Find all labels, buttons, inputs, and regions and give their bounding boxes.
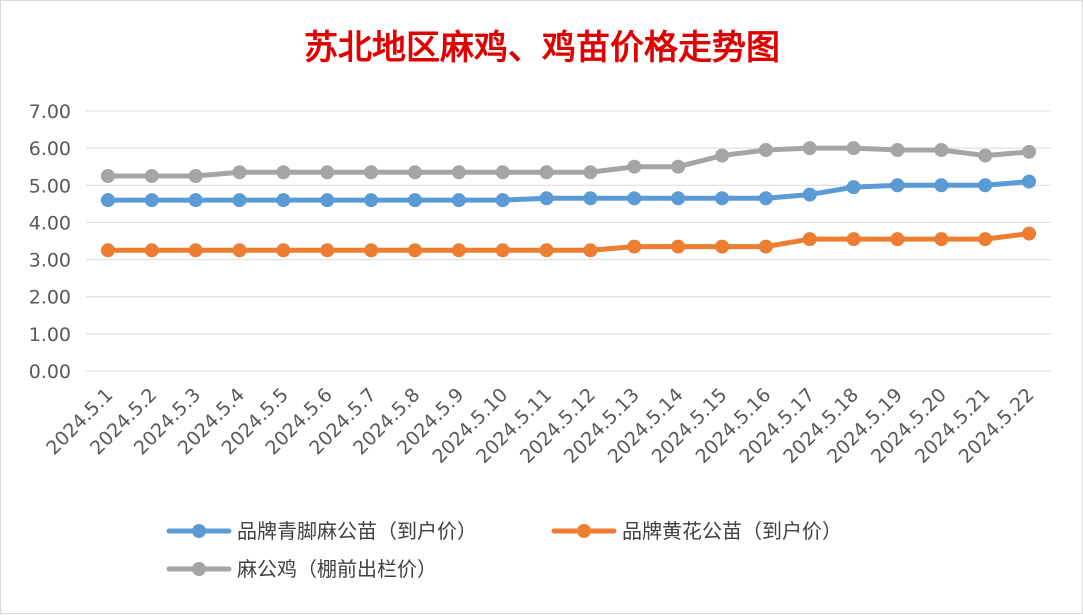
data-point: [715, 239, 730, 254]
data-point: [188, 243, 203, 258]
data-point: [364, 165, 379, 180]
data-point: [934, 178, 949, 193]
series-line: [105, 231, 1032, 253]
data-point: [846, 232, 861, 247]
y-tick-label: 5.00: [29, 175, 71, 197]
data-point: [407, 193, 422, 208]
series-3: [100, 141, 1037, 183]
series-1: [100, 174, 1037, 208]
data-point: [495, 243, 510, 258]
legend-swatch-marker: [577, 524, 591, 538]
data-point: [1022, 226, 1037, 241]
data-point: [890, 178, 905, 193]
data-point: [100, 169, 115, 183]
data-point: [451, 243, 466, 258]
y-tick-label: 6.00: [29, 138, 71, 160]
legend-label: 品牌黄花公苗（到户价）: [622, 519, 842, 543]
data-point: [539, 243, 554, 258]
data-point: [100, 243, 115, 258]
data-point: [495, 193, 510, 208]
data-point: [890, 143, 905, 157]
y-axis-ticks: 0.00 1.00 2.00 3.00 4.00 5.00 6.00 7.00: [29, 101, 71, 383]
data-point: [846, 141, 861, 156]
data-point: [144, 169, 159, 183]
data-point: [671, 159, 686, 174]
data-point: [846, 180, 861, 195]
data-point: [583, 243, 598, 258]
data-point: [978, 178, 993, 193]
data-point: [364, 193, 379, 208]
data-point: [320, 165, 335, 180]
data-point: [188, 193, 203, 208]
data-point: [276, 165, 291, 180]
data-point: [232, 243, 247, 258]
data-point: [539, 165, 554, 180]
data-point: [232, 165, 247, 180]
data-point: [671, 191, 686, 206]
legend-swatch-marker: [192, 524, 206, 538]
data-point: [407, 165, 422, 180]
legend-item: 品牌黄花公苗（到户价）: [551, 519, 842, 543]
series-lines: [100, 141, 1037, 258]
data-point: [802, 141, 817, 156]
data-point: [1022, 144, 1037, 159]
data-point: [276, 243, 291, 258]
data-point: [320, 193, 335, 208]
legend-swatch-marker: [192, 562, 206, 576]
data-point: [802, 187, 817, 202]
data-point: [407, 243, 422, 258]
data-point: [495, 165, 510, 180]
data-point: [583, 165, 598, 180]
data-point: [364, 243, 379, 258]
y-tick-label: 0.00: [29, 361, 71, 383]
data-point: [320, 243, 335, 258]
data-point: [715, 191, 730, 206]
legend-label: 麻公鸡（棚前出栏价）: [237, 557, 437, 581]
data-point: [715, 148, 730, 163]
data-point: [144, 193, 159, 208]
y-tick-label: 2.00: [29, 287, 71, 309]
series-line: [105, 179, 1032, 203]
data-point: [1022, 174, 1037, 189]
data-point: [144, 243, 159, 258]
series-line: [105, 145, 1032, 179]
data-point: [758, 239, 773, 254]
data-point: [232, 193, 247, 208]
y-tick-label: 3.00: [29, 250, 71, 272]
data-point: [627, 239, 642, 254]
data-point: [276, 193, 291, 208]
data-point: [539, 191, 554, 206]
y-tick-label: 4.00: [29, 212, 71, 234]
data-point: [934, 143, 949, 157]
data-point: [583, 191, 598, 206]
series-2: [100, 226, 1037, 258]
legend-item: 麻公鸡（棚前出栏价）: [166, 557, 437, 581]
legend-item: 品牌青脚麻公苗（到户价）: [166, 519, 477, 543]
data-point: [758, 191, 773, 206]
legend-label: 品牌青脚麻公苗（到户价）: [237, 519, 477, 543]
data-point: [627, 191, 642, 206]
data-point: [978, 148, 993, 163]
data-point: [188, 169, 203, 183]
data-point: [890, 232, 905, 247]
y-tick-label: 1.00: [29, 324, 71, 346]
data-point: [802, 232, 817, 247]
data-point: [978, 232, 993, 247]
chart-title: 苏北地区麻鸡、鸡苗价格走势图: [304, 28, 780, 68]
data-point: [100, 193, 115, 208]
data-point: [758, 143, 773, 157]
data-point: [627, 159, 642, 174]
data-point: [451, 193, 466, 208]
legend: 品牌青脚麻公苗（到户价） 品牌黄花公苗（到户价） 麻公鸡（棚前出栏价）: [166, 519, 842, 581]
y-tick-label: 7.00: [29, 101, 71, 123]
gridlines: [86, 110, 1051, 372]
data-point: [671, 239, 686, 254]
data-point: [934, 232, 949, 247]
x-axis-ticks: 2024.5.12024.5.22024.5.32024.5.42024.5.5…: [42, 384, 1039, 468]
data-point: [451, 165, 466, 180]
